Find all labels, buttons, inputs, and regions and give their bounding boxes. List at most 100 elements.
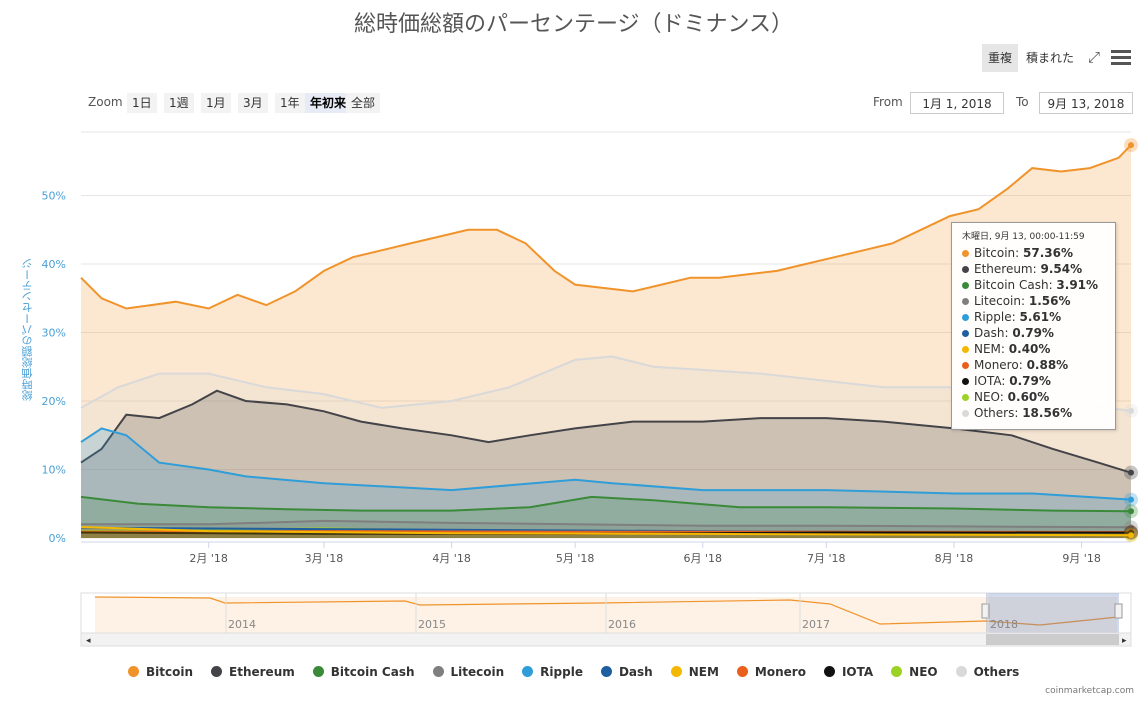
tooltip-dot-icon bbox=[962, 282, 969, 289]
tooltip-row: Bitcoin Cash: 3.91% bbox=[962, 277, 1105, 293]
tooltip-row: Monero: 0.88% bbox=[962, 357, 1105, 373]
legend-dot-icon bbox=[823, 666, 835, 677]
navigator-handle-right bbox=[1114, 603, 1123, 619]
legend-dot-icon bbox=[312, 666, 324, 677]
zoom-1d-button[interactable]: 1日 bbox=[127, 93, 157, 113]
tooltip-series-value: 18.56% bbox=[1022, 406, 1073, 420]
series-line-nem bbox=[80, 526, 1132, 537]
legend-label: Bitcoin Cash bbox=[330, 665, 415, 679]
overlap-toggle-button[interactable]: 重複 bbox=[982, 44, 1019, 72]
legend-dot-icon bbox=[670, 666, 682, 677]
legend-dot-icon bbox=[891, 666, 903, 677]
series-line-bitcoin bbox=[80, 144, 1132, 310]
tooltip-row: Ripple: 5.61% bbox=[962, 309, 1105, 325]
zoom-label: Zoom bbox=[88, 95, 123, 109]
tooltip-row: Others: 18.56% bbox=[962, 405, 1105, 421]
tooltip-header: 木曜日, 9月 13, 00:00-11:59 bbox=[962, 232, 1085, 242]
range-from-input[interactable]: 1月 1, 2018 bbox=[910, 92, 1004, 114]
zoom-1m-button[interactable]: 1月 bbox=[201, 93, 231, 113]
tooltip-dot-icon bbox=[962, 410, 969, 417]
legend-item-bitcoin-cash[interactable]: Bitcoin Cash bbox=[312, 665, 415, 679]
tooltip-series-name: Monero bbox=[974, 358, 1019, 372]
tooltip-series-name: Others bbox=[974, 406, 1015, 420]
tooltip-row: NEM: 0.40% bbox=[962, 341, 1105, 357]
tooltip-dot-icon bbox=[962, 266, 969, 273]
tooltip-dot-icon bbox=[962, 378, 969, 385]
zoom-3m-button[interactable]: 3月 bbox=[238, 93, 268, 113]
series-end-marker-bitcoin-cash bbox=[1128, 508, 1134, 515]
series-line-bitcoin-cash bbox=[80, 495, 1132, 513]
series-end-marker-nem bbox=[1128, 532, 1134, 539]
series-end-marker-others bbox=[1128, 407, 1134, 414]
tooltip-series-name: NEO bbox=[974, 390, 1000, 404]
legend-item-others[interactable]: Others bbox=[955, 665, 1019, 679]
x-tick-label: 8月 '18 bbox=[935, 552, 974, 565]
tooltip-series-name: Ripple bbox=[974, 310, 1012, 324]
y-tick-label: 30% bbox=[42, 327, 66, 340]
tooltip-dot-icon bbox=[962, 314, 969, 321]
range-from-label: From bbox=[873, 95, 903, 109]
y-tick-label: 40% bbox=[42, 258, 66, 271]
hamburger-menu-icon[interactable] bbox=[1111, 50, 1131, 66]
legend-item-iota[interactable]: IOTA bbox=[823, 665, 874, 679]
y-tick-label: 0% bbox=[49, 532, 66, 545]
tooltip-series-value: 57.36% bbox=[1023, 246, 1073, 260]
legend-dot-icon bbox=[432, 666, 444, 677]
stacked-toggle-button[interactable]: 積まれた bbox=[1026, 51, 1075, 65]
legend-label: IOTA bbox=[841, 665, 874, 679]
zoom-1y-button[interactable]: 1年 bbox=[275, 93, 305, 113]
tooltip-series-name: IOTA bbox=[974, 374, 1002, 388]
legend-label: Ethereum bbox=[229, 665, 295, 679]
navigator-year-label: 2014 bbox=[228, 618, 256, 631]
legend-dot-icon bbox=[600, 666, 612, 677]
tooltip-dot-icon bbox=[962, 394, 969, 401]
legend-label: NEO bbox=[909, 665, 938, 679]
navigator-handle-left bbox=[981, 603, 990, 619]
legend-item-ethereum[interactable]: Ethereum bbox=[211, 665, 295, 679]
legend-item-bitcoin[interactable]: Bitcoin bbox=[128, 665, 193, 679]
navigator-year-label: 2018 bbox=[990, 618, 1018, 631]
zoom-1w-button[interactable]: 1週 bbox=[164, 93, 194, 113]
scroll-left-arrow-icon: ◂ bbox=[86, 636, 91, 646]
tooltip-series-value: 3.91% bbox=[1056, 278, 1099, 292]
tooltip-series-name: NEM bbox=[974, 342, 1001, 356]
chart-legend: Bitcoin Ethereum Bitcoin Cash Litecoin Rippl… bbox=[128, 661, 1037, 679]
tooltip-series-name: Ethereum bbox=[974, 262, 1033, 276]
legend-label: Bitcoin bbox=[146, 665, 194, 679]
legend-label: Monero bbox=[754, 665, 806, 679]
legend-item-monero[interactable]: Monero bbox=[736, 665, 806, 679]
legend-item-ripple[interactable]: Ripple bbox=[522, 665, 583, 679]
dominance-chart[interactable]: 0% 10% 20% 30% 40% 50% 2月 '18 3月 '18 4月 '18 5月 '1… bbox=[0, 0, 1147, 660]
tooltip-row: Bitcoin: 57.36% bbox=[962, 245, 1105, 261]
legend-label: NEM bbox=[688, 665, 719, 679]
tooltip-series-name: Dash bbox=[974, 326, 1005, 340]
navigator-year-label: 2017 bbox=[802, 618, 830, 631]
navigator-year-label: 2016 bbox=[608, 618, 636, 631]
tooltip-row: Dash: 0.79% bbox=[962, 325, 1105, 341]
navigator-year-label: 2015 bbox=[418, 618, 446, 631]
chart-tooltip: 木曜日, 9月 13, 00:00-11:59 Bitcoin: 57.36% E… bbox=[951, 222, 1116, 430]
series-line-ripple bbox=[80, 427, 1132, 501]
tooltip-dot-icon bbox=[962, 362, 969, 369]
x-tick-label: 2月 '18 bbox=[189, 552, 228, 565]
legend-item-neo[interactable]: NEO bbox=[891, 665, 938, 679]
legend-item-nem[interactable]: NEM bbox=[670, 665, 719, 679]
legend-dot-icon bbox=[955, 666, 967, 677]
tooltip-row: Litecoin: 1.56% bbox=[962, 293, 1105, 309]
fullscreen-icon[interactable]: ⤢ bbox=[1087, 48, 1100, 66]
range-to-input[interactable]: 9月 13, 2018 bbox=[1039, 92, 1133, 114]
zoom-ytd-button[interactable]: 年初来 bbox=[305, 93, 352, 113]
credit-link[interactable]: coinmarketcap.com bbox=[1045, 686, 1134, 696]
tooltip-row: IOTA: 0.79% bbox=[962, 373, 1105, 389]
x-tick-label: 5月 '18 bbox=[556, 552, 595, 565]
chart-title: 総時価総額のパーセンテージ（ドミナンス） bbox=[353, 12, 794, 37]
legend-item-litecoin[interactable]: Litecoin bbox=[432, 665, 504, 679]
scrollbar-track bbox=[80, 632, 1132, 647]
x-tick-label: 4月 '18 bbox=[432, 552, 471, 565]
tooltip-series-value: 0.88% bbox=[1026, 358, 1069, 372]
tooltip-series-value: 9.54% bbox=[1040, 262, 1083, 276]
legend-item-dash[interactable]: Dash bbox=[600, 665, 653, 679]
tooltip-series-value: 5.61% bbox=[1019, 310, 1062, 324]
series-end-marker-litecoin bbox=[1128, 524, 1134, 531]
zoom-all-button[interactable]: 全部 bbox=[346, 93, 381, 113]
